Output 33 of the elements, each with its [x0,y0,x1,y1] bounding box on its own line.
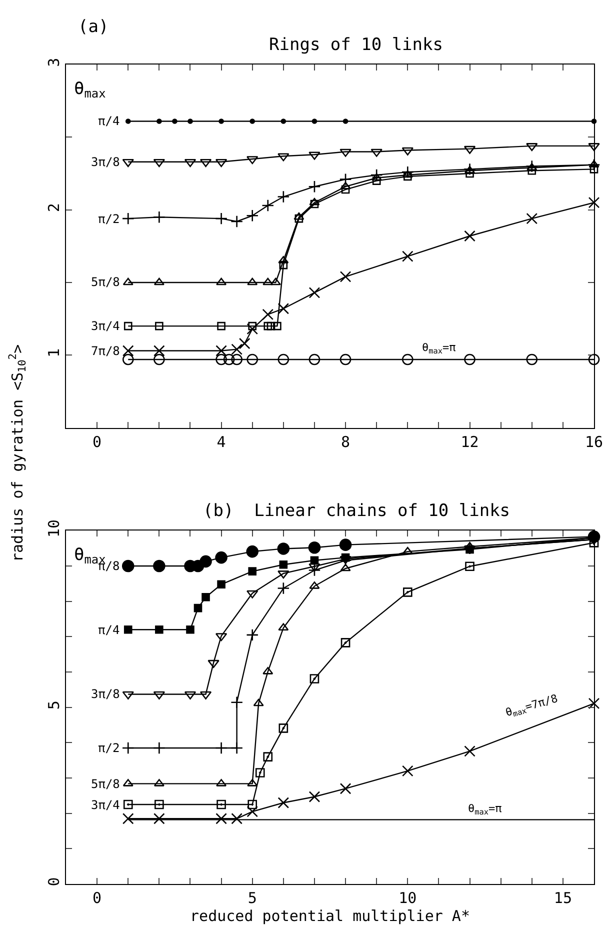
chart-title: (b) Linear chains of 10 links [203,501,510,521]
y-tick-label: 3 [45,58,63,67]
series-label: π/2 [98,212,120,226]
annotation: θ$_{max}$=π [422,341,456,356]
x-tick-label: 16 [584,432,604,451]
legend-title: θ$_{max}$ [74,79,106,101]
series-label: 3π/8 [91,687,120,701]
series-label: 7π/8 [91,344,120,358]
x-axis-title: reduced potential multiplier A* [190,907,470,925]
y-tick-label: 10 [45,519,63,538]
y-tick-label: 0 [45,877,63,886]
series-label: π/4 [98,623,120,637]
x-tick-label: 15 [554,889,572,907]
series-label: 3π/8 [91,155,120,169]
x-tick-label: 8 [341,432,350,451]
series-label: π/4 [98,114,120,128]
series-label: 3π/4 [91,798,120,812]
y-tick-label: 2 [45,203,63,212]
x-tick-label: 12 [460,432,479,451]
series-label: 5π/8 [91,777,120,791]
y-tick-label: 1 [45,348,63,358]
text: (a) [78,17,109,37]
series-label: π/2 [98,741,120,755]
series-label: 5π/8 [91,275,120,289]
x-tick-label: 0 [92,889,102,907]
series-label: 3π/4 [91,319,120,333]
annotation: θ$_{max}$=π [468,802,502,816]
x-tick-label: 10 [398,889,417,907]
y-tick-label: 5 [45,700,63,710]
x-tick-label: 4 [216,432,226,451]
x-tick-label: 5 [248,889,257,907]
chart-title: Rings of 10 links [269,35,443,55]
x-tick-label: 0 [92,432,102,451]
